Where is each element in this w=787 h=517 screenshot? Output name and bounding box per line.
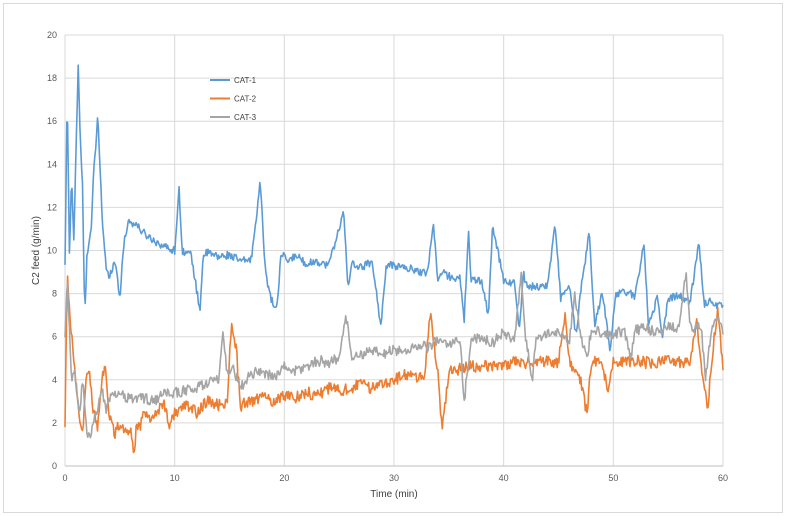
y-tick-label: 4 xyxy=(52,375,57,385)
y-tick-label: 12 xyxy=(47,202,57,212)
legend: CAT-1 CAT-2 CAT-3 xyxy=(210,76,257,122)
y-tick-label: 2 xyxy=(52,418,57,428)
x-tick-label: 0 xyxy=(62,473,67,483)
y-tick-label: 10 xyxy=(47,246,57,256)
y-tick-label: 8 xyxy=(52,289,57,299)
x-tick-label: 50 xyxy=(608,473,618,483)
x-tick-label: 10 xyxy=(170,473,180,483)
gridlines xyxy=(65,34,724,466)
legend-label-cat-2: CAT-2 xyxy=(234,95,257,104)
x-axis-label: Time (min) xyxy=(370,489,417,500)
x-tick-label: 40 xyxy=(499,473,509,483)
x-tick-label: 60 xyxy=(718,473,728,483)
series-line-cat-2 xyxy=(64,275,724,454)
legend-label-cat-1: CAT-1 xyxy=(234,76,257,85)
x-tick-label: 30 xyxy=(389,473,399,483)
y-tick-label: 0 xyxy=(52,461,57,471)
series-line-cat-1 xyxy=(64,64,724,352)
y-tick-label: 14 xyxy=(47,159,57,169)
series-layer xyxy=(64,64,724,454)
x-axis-ticks: 0 10 20 30 40 50 60 xyxy=(62,473,728,483)
y-axis-ticks: 0 2 4 6 8 10 12 14 16 18 20 xyxy=(47,30,57,471)
legend-label-cat-3: CAT-3 xyxy=(234,113,257,122)
y-axis-label: C2 feed (g/min) xyxy=(31,216,42,285)
y-tick-label: 16 xyxy=(47,116,57,126)
y-tick-label: 6 xyxy=(52,332,57,342)
y-tick-label: 20 xyxy=(47,30,57,40)
x-tick-label: 20 xyxy=(279,473,289,483)
series-line-cat-3 xyxy=(64,271,724,439)
y-tick-label: 18 xyxy=(47,73,57,83)
chart-frame xyxy=(3,3,783,513)
